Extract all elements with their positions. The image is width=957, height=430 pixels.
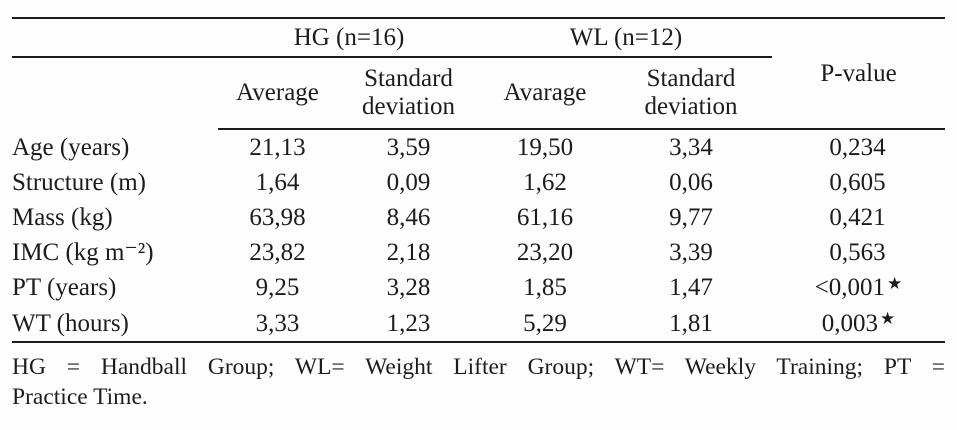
cell-wl-average: 5,29 [523, 309, 567, 337]
group-header-hg: HG (n=16) [293, 23, 405, 51]
cell-p-value: <0,001 ★ [772, 271, 945, 306]
cell-wl-average: 19,50 [516, 133, 574, 161]
subheader-row: Average Standard deviation Avarage Stand… [12, 58, 772, 130]
cell-hg-sd: 8,46 [386, 203, 431, 231]
p-value-text: 0,605 [829, 168, 886, 196]
cell-hg-average: 21,13 [249, 133, 306, 161]
table-row-wt: WT (hours) 3,33 1,23 5,29 1,81 0,003 ★ [12, 306, 945, 341]
cell-hg-average: 63,98 [249, 203, 306, 231]
row-label: Structure (m) [12, 168, 146, 196]
cell-wl-sd: 3,39 [669, 239, 713, 267]
row-label: Age (years) [12, 133, 130, 161]
footnote-line-1: HG = Handball Group; WL= Weight Lifter G… [12, 354, 945, 380]
p-value-text: <0,001 [814, 274, 886, 302]
p-value-text: 0,003 [821, 309, 878, 337]
cell-wl-sd: 0,06 [669, 168, 713, 196]
cell-wl-sd: 1,47 [669, 274, 713, 302]
p-value-text: 0,563 [829, 239, 886, 267]
cell-wl-average: 23,20 [516, 239, 574, 267]
table-footnote: HG = Handball Group; WL= Weight Lifter G… [12, 353, 945, 412]
group-header-row: HG (n=16) WL (n=12) [12, 19, 772, 58]
table-row-structure: Structure (m) 1,64 0,09 1,62 0,06 0,605 [12, 165, 945, 200]
cell-hg-average: 1,64 [255, 168, 300, 196]
table-row-imc: IMC (kg m⁻²) 23,82 2,18 23,20 3,39 0,563 [12, 236, 945, 271]
table-body: Age (years) 21,13 3,59 19,50 3,34 0,234 … [12, 130, 945, 341]
table-row-age: Age (years) 21,13 3,59 19,50 3,34 0,234 [12, 130, 945, 165]
row-label: PT (years) [12, 274, 117, 302]
subheader-hg-standard-deviation: Standard deviation [337, 58, 480, 130]
cell-hg-sd: 3,59 [386, 133, 431, 161]
cell-p-value: 0,234 [772, 130, 945, 165]
cell-hg-average: 3,33 [255, 309, 300, 337]
cell-p-value: 0,421 [772, 200, 945, 235]
row-label: Mass (kg) [12, 203, 113, 231]
table-header-left: HG (n=16) WL (n=12) Average Standard dev… [12, 19, 772, 130]
cell-wl-sd: 3,34 [669, 133, 713, 161]
p-value-text: 0,234 [829, 133, 886, 161]
cell-p-value: 0,605 [772, 165, 945, 200]
subheader-wl-avarage: Avarage [480, 58, 610, 130]
cell-hg-sd: 0,09 [386, 168, 431, 196]
cell-wl-sd: 1,81 [669, 309, 713, 337]
subheader-hg-average: Average [218, 58, 337, 130]
cell-p-value: 0,003 ★ [772, 306, 945, 341]
subheader-p-value: P-value [772, 19, 945, 130]
cell-hg-sd: 3,28 [386, 274, 431, 302]
row-label: WT (hours) [12, 309, 129, 337]
cell-wl-average: 61,16 [516, 203, 574, 231]
cell-hg-average: 9,25 [255, 274, 300, 302]
group-header-wl: WL (n=12) [569, 23, 683, 51]
cell-wl-sd: 9,77 [669, 203, 713, 231]
subheader-wl-standard-deviation: Standard deviation [610, 58, 772, 130]
cell-hg-average: 23,82 [249, 239, 306, 267]
subheader-blank-cell [12, 58, 218, 130]
cell-hg-sd: 2,18 [386, 239, 431, 267]
stats-table: HG (n=16) WL (n=12) Average Standard dev… [12, 17, 945, 344]
table-row-mass: Mass (kg) 63,98 8,46 61,16 9,77 0,421 [12, 200, 945, 235]
cell-wl-average: 1,85 [523, 274, 567, 302]
table-header: HG (n=16) WL (n=12) Average Standard dev… [12, 19, 945, 130]
cell-p-value: 0,563 [772, 236, 945, 271]
p-value-text: 0,421 [829, 203, 886, 231]
table-row-pt: PT (years) 9,25 3,28 1,85 1,47 <0,001 ★ [12, 271, 945, 306]
header-blank-cell [12, 19, 218, 56]
significance-star-icon: ★ [880, 309, 896, 329]
cell-wl-average: 1,62 [523, 168, 567, 196]
row-label: IMC (kg m⁻²) [12, 239, 154, 267]
significance-star-icon: ★ [887, 273, 903, 293]
footnote-line-2: Practice Time. [12, 383, 148, 410]
cell-hg-sd: 1,23 [386, 309, 431, 337]
